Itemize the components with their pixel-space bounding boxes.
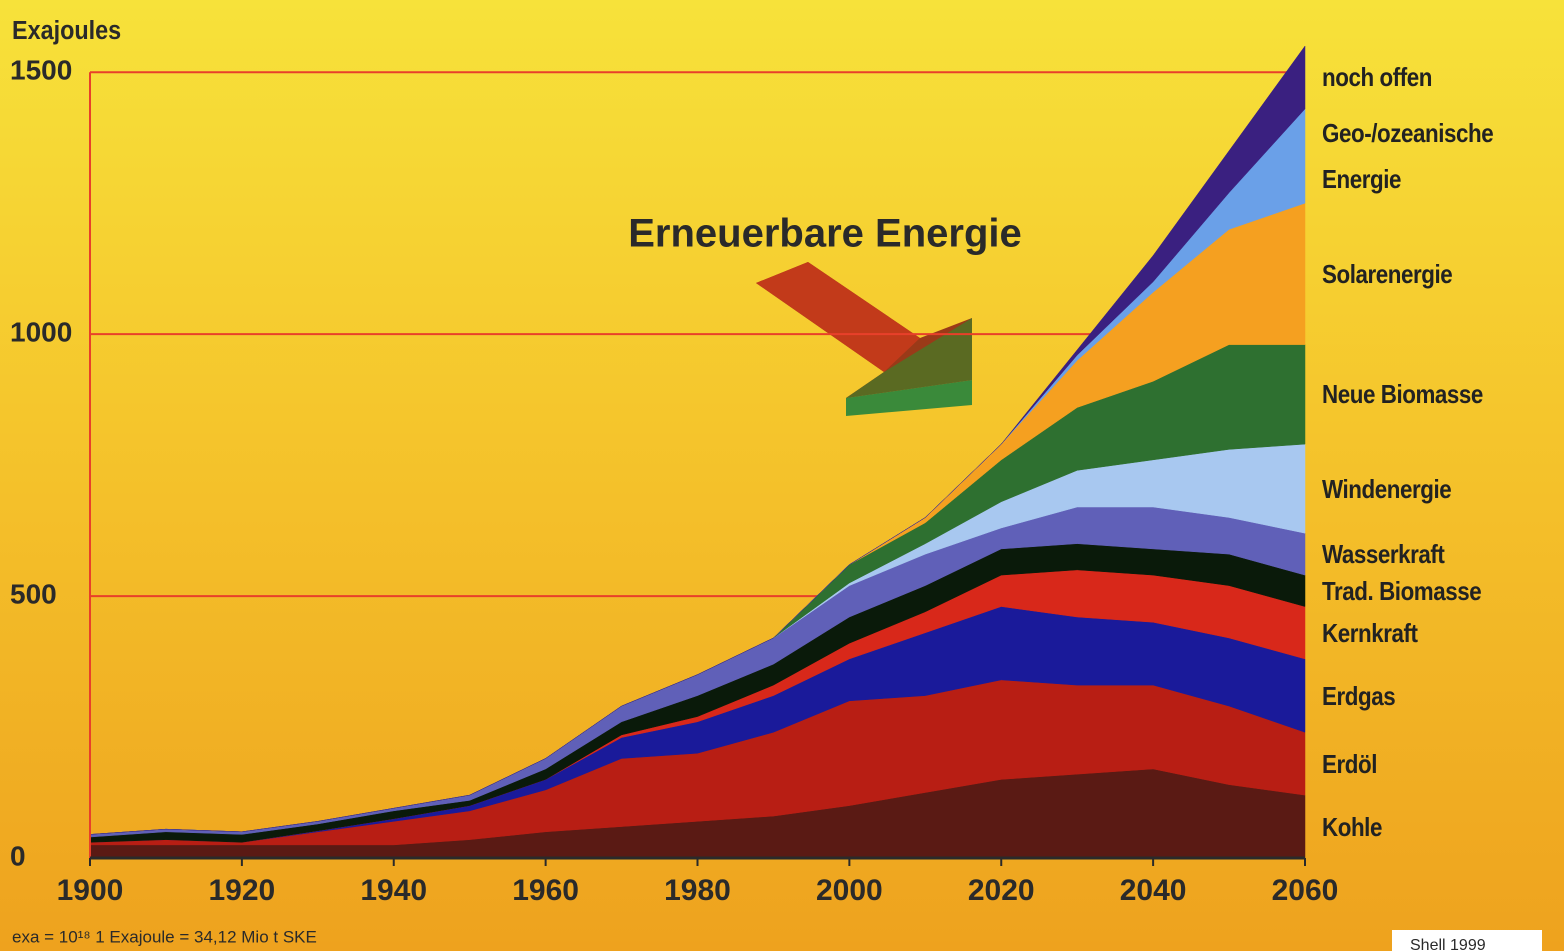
x-tick-label: 2060: [1272, 874, 1339, 907]
series-label: Erdöl: [1322, 748, 1377, 779]
areas: [89, 45, 1306, 859]
series-label: Solarenergie: [1322, 258, 1453, 289]
source: Shell 1999: [1410, 937, 1486, 951]
y-tick-label: 1500: [10, 55, 72, 86]
series-label: Windenergie: [1322, 473, 1452, 504]
series-label: Kohle: [1322, 811, 1382, 842]
series-label: Geo-/ozeanische Energie: [1322, 118, 1494, 194]
x-tick-label: 2020: [968, 874, 1035, 907]
x-tick-label: 1960: [512, 874, 579, 907]
y-tick-label: 1000: [10, 317, 72, 348]
series-label: Neue Biomasse: [1322, 379, 1483, 410]
x-tick-label: 1920: [209, 874, 276, 907]
series-label: noch offen: [1322, 62, 1432, 93]
x-tick-label: 2040: [1120, 874, 1187, 907]
x-tick-label: 2000: [816, 874, 883, 907]
x-tick-label: 1980: [664, 874, 731, 907]
series-label: Trad. Biomasse: [1322, 575, 1482, 606]
x-tick-label: 1940: [360, 874, 427, 907]
source-box: [1392, 930, 1542, 951]
series-label: Erdgas: [1322, 680, 1396, 711]
footnote: exa = 10¹⁸ 1 Exajoule = 34,12 Mio t SKE: [12, 927, 317, 946]
series-label: Wasserkraft: [1322, 539, 1445, 570]
y-axis-label: Exajoules: [12, 17, 121, 45]
arrow: [756, 262, 972, 416]
x-tick-label: 1900: [57, 874, 124, 907]
annotation: Erneuerbare Energie: [628, 212, 1022, 256]
series-label: Kernkraft: [1322, 617, 1418, 648]
y-tick-label: 500: [10, 578, 57, 609]
area: [89, 45, 1306, 835]
y-tick-label: 0: [10, 840, 26, 871]
